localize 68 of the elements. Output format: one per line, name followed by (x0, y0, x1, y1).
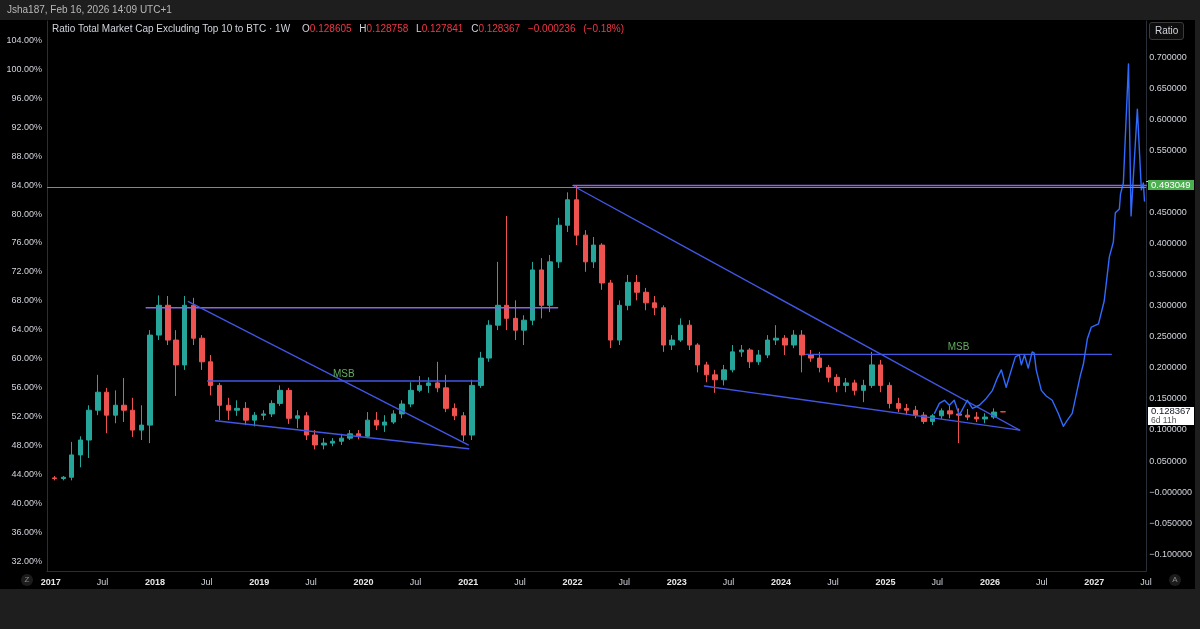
y-tick-label: 100.00% (6, 63, 42, 74)
y-tick-label: 60.00% (11, 353, 42, 364)
y2-tick-label: −0.050000 (1149, 517, 1192, 528)
y-tick-label: 56.00% (11, 382, 42, 393)
x-tick-label: 2024 (771, 576, 792, 587)
x-tick-label: 2020 (353, 576, 374, 587)
y2-tick-label: 0.250000 (1149, 331, 1187, 342)
round-button: Z (21, 574, 33, 586)
scale-button: Ratio (1149, 22, 1185, 40)
y2-tick-label: 0.400000 (1149, 238, 1187, 249)
y-tick-label: 44.00% (11, 469, 42, 480)
round-button: A (1169, 574, 1181, 586)
series-label: MSB (947, 340, 970, 352)
y2-tick-label: −0.100000 (1149, 548, 1192, 559)
y-tick-label: 84.00% (11, 179, 42, 190)
x-tick-label: Jul (514, 576, 526, 587)
x-tick-label: Jul (931, 576, 944, 587)
y2-tick-label: 0.650000 (1149, 83, 1187, 94)
x-tick-label: 2017 (40, 576, 61, 587)
text: 6d 11h (1151, 414, 1178, 425)
y2-tick-label: 0.450000 (1149, 207, 1187, 218)
y-tick-label: 32.00% (11, 555, 42, 566)
y-tick-label: 48.00% (11, 440, 42, 451)
y-tick-label: 88.00% (11, 150, 42, 161)
x-tick-label: 2027 (1084, 576, 1105, 587)
x-tick-label: 2019 (249, 576, 270, 587)
series-label: MSB (332, 367, 355, 379)
y-tick-label: 96.00% (11, 92, 42, 103)
y2-tick-label: −0.000000 (1149, 486, 1192, 497)
y-tick-label: 64.00% (11, 324, 42, 335)
x-tick-label: 2021 (458, 576, 479, 587)
y2-tick-label: 0.700000 (1149, 52, 1187, 62)
x-tick-label: Jul (96, 576, 109, 587)
y2-tick-label: 0.050000 (1149, 455, 1187, 466)
y2-tick-label: 0.150000 (1149, 393, 1187, 404)
x-tick-label: Jul (618, 576, 630, 587)
y2-tick-label: 0.350000 (1149, 269, 1187, 280)
ref-line-label: 0.493049 (1148, 179, 1194, 191)
y-tick-label: 92.00% (11, 121, 42, 132)
x-tick-label: Jul (722, 576, 735, 587)
x-tick-label: Jul (200, 576, 213, 587)
y-tick-label: 76.00% (11, 237, 42, 248)
y2-tick-label: 0.300000 (1149, 300, 1187, 311)
x-tick-label: 2025 (875, 576, 896, 587)
text: Jsha187, Feb 16, 2026 14:09 UTC+1 (7, 4, 172, 15)
y2-tick-label: 0.550000 (1149, 145, 1187, 156)
text: 0.128367 (1151, 405, 1191, 417)
chart-title: Ratio Total Market Cap Excluding Top 10 to BTC · 1W (52, 23, 291, 34)
x-tick-label: 2023 (666, 576, 687, 587)
chart-subtitle: O0.128605 H0.128758 L0.127841 C0.128367 −0.000236 (−0.18%) (302, 23, 625, 34)
x-tick-label: 2022 (562, 576, 583, 587)
y-tick-label: 36.00% (11, 526, 42, 537)
x-tick-label: 2018 (144, 576, 166, 587)
y-tick-label: 68.00% (11, 295, 42, 306)
y-tick-label: 72.00% (11, 266, 42, 277)
x-tick-label: Jul (827, 576, 839, 587)
x-tick-label: Jul (1035, 576, 1048, 587)
y-tick-label: 80.00% (11, 208, 42, 219)
y2-tick-label: 0.600000 (1149, 114, 1187, 125)
y2-tick-label: 0.100000 (1149, 424, 1187, 435)
x-tick-label: Jul (1140, 576, 1152, 587)
x-tick-label: 2026 (979, 576, 1000, 587)
y-tick-label: 52.00% (11, 411, 42, 422)
x-tick-label: Jul (305, 576, 317, 587)
y2-tick-label: 0.200000 (1149, 362, 1187, 373)
y-tick-label: 40.00% (11, 497, 42, 508)
x-tick-label: Jul (409, 576, 422, 587)
y-tick-label: 104.00% (6, 34, 42, 45)
